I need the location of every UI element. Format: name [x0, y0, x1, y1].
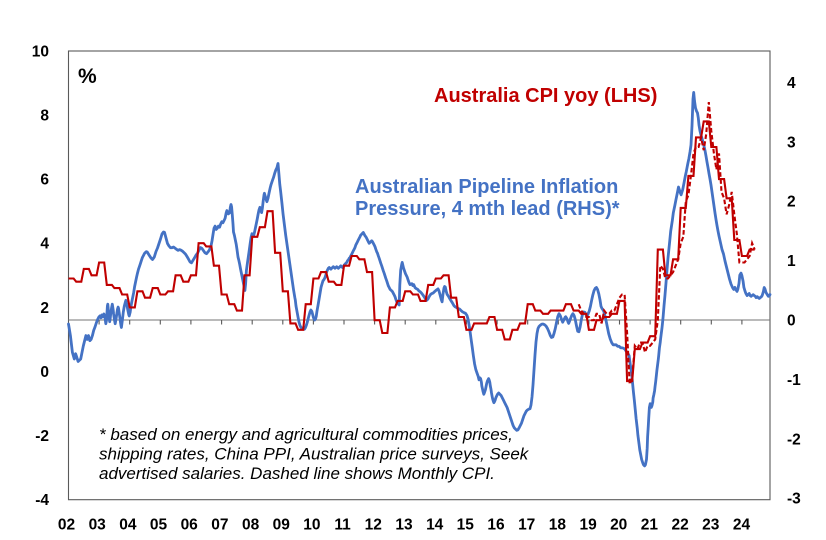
- svg-text:21: 21: [641, 517, 659, 534]
- svg-text:0: 0: [787, 313, 796, 330]
- svg-text:10: 10: [303, 517, 320, 534]
- svg-text:6: 6: [40, 172, 49, 189]
- svg-text:12: 12: [365, 517, 382, 534]
- svg-text:20: 20: [610, 517, 627, 534]
- svg-text:11: 11: [334, 517, 351, 534]
- svg-text:22: 22: [671, 517, 688, 534]
- svg-text:04: 04: [119, 517, 137, 534]
- svg-text:8: 8: [40, 107, 49, 124]
- svg-text:-4: -4: [35, 492, 49, 509]
- svg-text:-3: -3: [787, 491, 801, 508]
- svg-text:-2: -2: [35, 428, 49, 445]
- svg-text:08: 08: [242, 517, 260, 534]
- svg-text:0: 0: [40, 364, 49, 381]
- svg-text:1: 1: [787, 253, 796, 270]
- svg-text:15: 15: [457, 517, 475, 534]
- svg-text:13: 13: [395, 517, 413, 534]
- svg-text:2: 2: [787, 194, 796, 211]
- svg-text:shipping rates, China PPI, Aus: shipping rates, China PPI, Australian pr…: [99, 445, 530, 464]
- svg-text:Australia CPI yoy (LHS): Australia CPI yoy (LHS): [434, 85, 657, 107]
- svg-text:* based on energy and agricult: * based on energy and agricultural commo…: [99, 425, 513, 444]
- svg-text:19: 19: [579, 517, 597, 534]
- svg-text:09: 09: [273, 517, 291, 534]
- svg-text:Pressure, 4 mth lead (RHS)*: Pressure, 4 mth lead (RHS)*: [355, 198, 620, 220]
- svg-text:advertised salaries. Dashed li: advertised salaries. Dashed line shows M…: [99, 464, 495, 483]
- svg-text:05: 05: [150, 517, 168, 534]
- svg-text:02: 02: [58, 517, 75, 534]
- svg-text:18: 18: [549, 517, 567, 534]
- svg-text:23: 23: [702, 517, 720, 534]
- svg-text:10: 10: [32, 43, 49, 60]
- svg-text:4: 4: [787, 75, 796, 92]
- svg-text:2: 2: [40, 300, 49, 317]
- svg-text:%: %: [78, 65, 97, 88]
- svg-text:4: 4: [40, 236, 49, 253]
- svg-text:24: 24: [733, 517, 751, 534]
- svg-text:14: 14: [426, 517, 444, 534]
- svg-text:Australian Pipeline Inflation: Australian Pipeline Inflation: [355, 176, 618, 198]
- svg-text:07: 07: [211, 517, 228, 534]
- svg-text:16: 16: [487, 517, 505, 534]
- svg-text:-1: -1: [787, 372, 801, 389]
- svg-text:3: 3: [787, 134, 796, 151]
- svg-text:03: 03: [89, 517, 107, 534]
- svg-text:17: 17: [518, 517, 535, 534]
- svg-text:-2: -2: [787, 431, 801, 448]
- svg-text:06: 06: [181, 517, 199, 534]
